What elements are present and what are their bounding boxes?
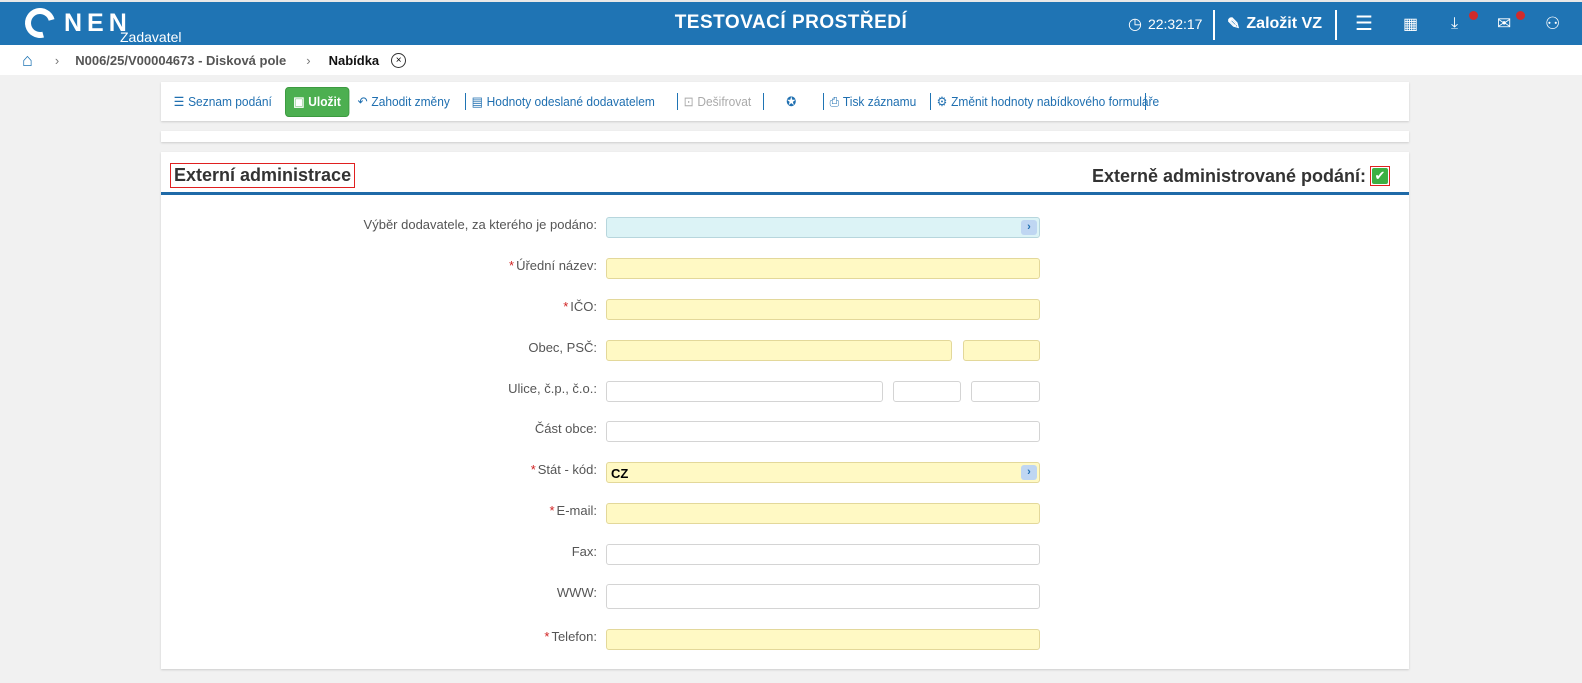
house-number-input[interactable] bbox=[893, 381, 961, 402]
floppy-icon: ▣ bbox=[293, 93, 305, 109]
label: Hodnoty odeslané dodavatelem bbox=[486, 94, 655, 109]
label: Dešifrovat bbox=[697, 94, 751, 109]
printer-icon: ⎙ bbox=[829, 93, 840, 109]
toolbar: ☰ Seznam podání ▣ Uložit ↶ Zahodit změny ▤ H… bbox=[161, 82, 1409, 121]
notification-badge bbox=[1516, 11, 1525, 20]
edit-icon: ✎ bbox=[1227, 15, 1241, 33]
chevron-right-icon[interactable]: › bbox=[1021, 220, 1037, 235]
environment-title: TESTOVACÍ PROSTŘEDÍ bbox=[674, 12, 908, 33]
orientation-number-input[interactable] bbox=[971, 381, 1040, 402]
sent-values-button[interactable]: ▤ Hodnoty odeslané dodavatelem bbox=[468, 94, 659, 110]
breadcrumb-item[interactable]: N006/25/V00004673 - Disková pole bbox=[75, 52, 287, 68]
label: Uložit bbox=[308, 94, 341, 109]
clipboard-icon: ▤ bbox=[471, 93, 483, 109]
award-icon: ✪ bbox=[786, 93, 797, 109]
divider bbox=[464, 93, 466, 110]
district-input[interactable] bbox=[606, 421, 1040, 442]
supplier-select[interactable]: › bbox=[606, 217, 1040, 238]
menu-icon[interactable]: ☰ bbox=[1355, 13, 1373, 35]
street-label: Ulice, č.p., č.o.: bbox=[508, 381, 597, 396]
divider bbox=[1145, 93, 1147, 110]
clock-icon: ◷ bbox=[1128, 15, 1142, 33]
download-icon[interactable]: ⤓ bbox=[1451, 14, 1459, 32]
divider bbox=[763, 93, 765, 110]
role-label: Zadavatel bbox=[120, 29, 182, 45]
email-input[interactable] bbox=[606, 503, 1040, 524]
divider bbox=[1335, 10, 1337, 40]
label: Změnit hodnoty nabídkového formuláře bbox=[951, 94, 1160, 109]
breadcrumb: ⌂ › N006/25/V00004673 - Disková pole › N… bbox=[0, 45, 1582, 75]
www-input[interactable] bbox=[606, 584, 1040, 609]
breadcrumb-current: Nabídka bbox=[328, 52, 380, 68]
top-bar: NEN Zadavatel TESTOVACÍ PROSTŘEDÍ ◷ 22:32… bbox=[0, 0, 1582, 45]
country-label: * Stát - kód: bbox=[530, 462, 597, 477]
external-admin-panel: Externí administrace Externě administrov… bbox=[161, 152, 1409, 669]
label: Seznam podání bbox=[188, 94, 272, 109]
decrypt-button[interactable]: ⊡ Dešifrovat bbox=[680, 94, 755, 110]
certificate-button[interactable]: ✪ bbox=[766, 94, 817, 110]
www-label: WWW: bbox=[556, 585, 597, 600]
collapsed-panel bbox=[161, 131, 1409, 142]
clock-time: 22:32:17 bbox=[1147, 15, 1203, 32]
calendar-icon[interactable]: ▦ bbox=[1403, 15, 1419, 33]
nen-logo-icon[interactable] bbox=[19, 2, 61, 44]
clock: ◷ 22:32:17 bbox=[1128, 2, 1202, 45]
user-icon[interactable]: ⚇ bbox=[1545, 13, 1561, 33]
chevron-right-icon: › bbox=[54, 52, 60, 68]
external-checkbox[interactable]: ✔ bbox=[1370, 166, 1390, 186]
zip-input[interactable] bbox=[963, 340, 1040, 361]
ico-label: * IČO: bbox=[563, 299, 597, 314]
chevron-right-icon[interactable]: › bbox=[1021, 465, 1037, 480]
mail-icon[interactable]: ✉ bbox=[1497, 13, 1512, 33]
email-label: * E-mail: bbox=[549, 503, 597, 518]
ico-input[interactable] bbox=[606, 299, 1040, 320]
divider bbox=[1213, 10, 1215, 40]
discard-changes-button[interactable]: ↶ Zahodit změny bbox=[354, 94, 454, 110]
save-button[interactable]: ▣ Uložit bbox=[284, 86, 349, 117]
home-icon[interactable]: ⌂ bbox=[22, 49, 33, 70]
undo-icon: ↶ bbox=[358, 93, 369, 109]
fax-label: Fax: bbox=[571, 544, 597, 559]
chevron-right-icon: › bbox=[306, 52, 311, 68]
close-icon[interactable]: × bbox=[391, 52, 407, 68]
divider bbox=[676, 93, 678, 110]
create-vz-button[interactable]: ✎ Založit VZ bbox=[1227, 2, 1322, 45]
street-input[interactable] bbox=[606, 381, 883, 402]
country-select[interactable]: CZ › bbox=[606, 462, 1040, 483]
list-icon: ☰ bbox=[173, 93, 185, 109]
print-button[interactable]: ⎙ Tisk záznamu bbox=[826, 94, 920, 110]
country-value: CZ bbox=[611, 466, 629, 481]
section-title: Externí administrace bbox=[170, 163, 356, 188]
official-name-input[interactable] bbox=[606, 258, 1040, 279]
city-input[interactable] bbox=[606, 340, 952, 361]
submission-list-button[interactable]: ☰ Seznam podání bbox=[170, 94, 276, 110]
change-form-values-button[interactable]: ⚙ Změnit hodnoty nabídkového formuláře bbox=[933, 94, 1163, 110]
divider bbox=[930, 93, 932, 110]
external-label: Externě administrované podání: bbox=[1091, 166, 1366, 186]
district-label: Část obce: bbox=[534, 421, 597, 436]
notification-badge bbox=[1469, 11, 1478, 20]
check-icon: ✔ bbox=[1372, 168, 1388, 184]
fax-input[interactable] bbox=[606, 544, 1040, 565]
settings-icon: ⚙ bbox=[936, 93, 948, 109]
name-label: * Úřední název: bbox=[509, 258, 597, 273]
unlock-icon: ⊡ bbox=[683, 93, 694, 109]
label: Tisk záznamu bbox=[843, 94, 917, 109]
supplier-label: Výběr dodavatele, za kterého je podáno: bbox=[363, 217, 597, 232]
phone-input[interactable] bbox=[606, 629, 1040, 650]
panel-header: Externí administrace Externě administrov… bbox=[161, 152, 1409, 195]
logo-text[interactable]: NEN bbox=[64, 9, 132, 37]
phone-label: * Telefon: bbox=[544, 629, 597, 644]
create-vz-label: Založit VZ bbox=[1246, 14, 1322, 32]
label: Zahodit změny bbox=[371, 94, 451, 109]
city-label: Obec, PSČ: bbox=[528, 340, 597, 355]
divider bbox=[823, 93, 825, 110]
